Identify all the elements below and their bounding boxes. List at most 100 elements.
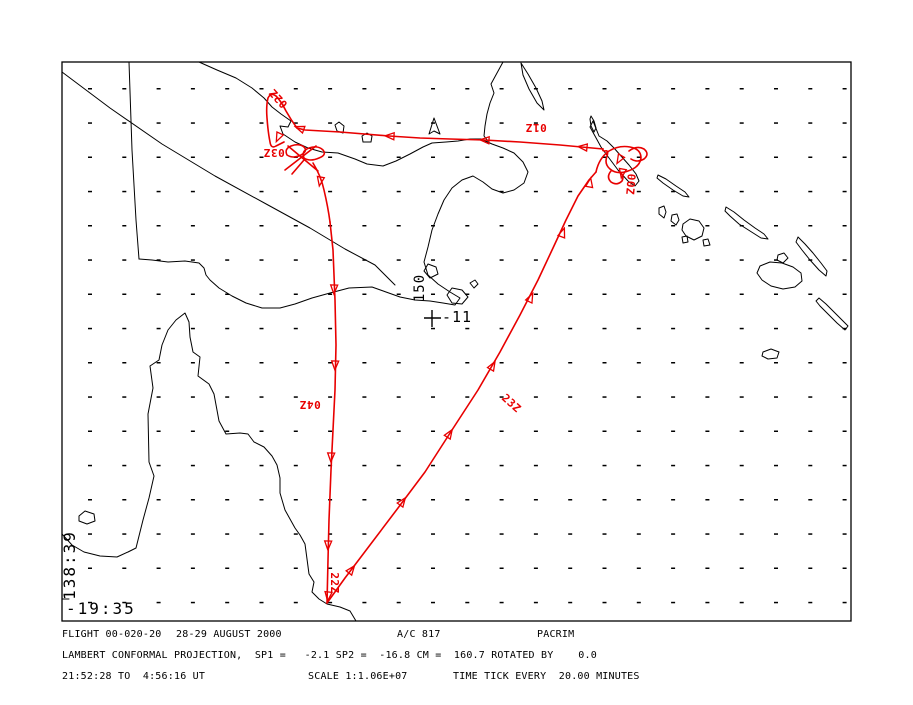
leg-outbound-northeast bbox=[326, 171, 597, 604]
graticule-dot bbox=[499, 430, 504, 432]
time-label: 22Z bbox=[328, 572, 341, 593]
graticule-dot bbox=[362, 499, 367, 501]
graticule-dot bbox=[499, 88, 504, 90]
graticule-dot bbox=[533, 327, 538, 330]
graticule-dot bbox=[774, 601, 778, 604]
graticule-dot bbox=[431, 88, 435, 90]
graticule-dot bbox=[739, 190, 744, 193]
graticule-dot bbox=[259, 259, 264, 261]
graticule-dot bbox=[259, 190, 264, 193]
graticule-dot bbox=[293, 499, 298, 501]
graticule-dot bbox=[88, 499, 92, 501]
graticule-dot bbox=[636, 362, 641, 364]
graticule-dot bbox=[705, 601, 710, 604]
time-label: 01Z bbox=[525, 121, 546, 134]
graticule-dot bbox=[808, 293, 813, 295]
graticule-dot bbox=[362, 293, 367, 295]
graticule-dot bbox=[328, 464, 333, 467]
graticule-dot bbox=[362, 327, 367, 330]
graticule-dot bbox=[190, 293, 195, 295]
graticule-dot bbox=[636, 464, 641, 467]
graticule-dot bbox=[774, 499, 778, 501]
graticule-dot bbox=[293, 259, 298, 261]
graticule-dot bbox=[156, 601, 161, 604]
graticule-dot bbox=[533, 362, 538, 364]
graticule-dot bbox=[808, 499, 813, 501]
graticule-dot bbox=[705, 396, 710, 398]
graticule-dot bbox=[842, 259, 847, 261]
graticule-dot bbox=[465, 293, 470, 295]
graticule-dot bbox=[533, 190, 538, 193]
edge-longitude-label: 138:39 bbox=[60, 530, 79, 600]
time-tick-arrow bbox=[486, 359, 496, 373]
time-label: 04Z bbox=[299, 398, 320, 411]
time-label: 03Z bbox=[263, 146, 284, 159]
graticule-dot bbox=[328, 327, 333, 330]
graticule-dot bbox=[774, 464, 778, 467]
graticule-dot bbox=[259, 122, 264, 124]
graticule-dot bbox=[156, 430, 161, 432]
graticule-dot bbox=[293, 362, 298, 364]
graticule-dot bbox=[636, 122, 641, 124]
graticule-dot bbox=[842, 327, 847, 330]
graticule-dot bbox=[293, 567, 298, 569]
graticule-dot bbox=[705, 533, 710, 535]
graticule-dot bbox=[636, 327, 641, 330]
graticule-dot bbox=[705, 156, 710, 158]
time-tick-arrow bbox=[383, 131, 395, 141]
graticule-dot bbox=[156, 327, 161, 330]
graticule-dot bbox=[568, 396, 573, 398]
graticule-dot bbox=[568, 122, 573, 124]
graticule-dot bbox=[705, 293, 710, 295]
graticule-dot bbox=[808, 122, 813, 124]
graticule-dot bbox=[431, 567, 435, 569]
graticule-dot bbox=[602, 259, 607, 261]
graticule-dot bbox=[293, 396, 298, 398]
graticule-dot bbox=[808, 464, 813, 467]
graticule-dot bbox=[328, 430, 333, 432]
time-tick-arrow bbox=[275, 130, 285, 144]
graticule-dot bbox=[739, 396, 744, 398]
graticule-dot bbox=[431, 122, 435, 124]
graticule-dot bbox=[499, 464, 504, 467]
graticule-dot bbox=[328, 567, 333, 569]
graticule-dot bbox=[362, 567, 367, 569]
graticule-dot bbox=[705, 567, 710, 569]
graticule-dot bbox=[739, 499, 744, 501]
graticule-dot bbox=[431, 327, 435, 330]
tail-island bbox=[446, 287, 469, 305]
time-tick-arrow bbox=[524, 291, 534, 305]
graticule-dot bbox=[88, 190, 92, 193]
graticule-dot bbox=[431, 533, 435, 535]
graticule-dot bbox=[774, 122, 778, 124]
graticule-dot bbox=[705, 327, 710, 330]
graticule-dot bbox=[808, 430, 813, 432]
graticule-dot bbox=[259, 499, 264, 501]
graticule-dot bbox=[293, 122, 298, 124]
graticule-dot bbox=[636, 88, 641, 90]
graticule-dot bbox=[362, 430, 367, 432]
left-loop-cross-3 bbox=[291, 159, 305, 175]
graticule-dot bbox=[602, 156, 607, 158]
graticule-dot bbox=[396, 156, 401, 158]
graticule-dot bbox=[328, 293, 333, 295]
graticule-dot bbox=[568, 156, 573, 158]
graticule-dot bbox=[808, 533, 813, 535]
graticule-dot bbox=[739, 122, 744, 124]
graticule-dot bbox=[636, 396, 641, 398]
graticule-dot bbox=[636, 499, 641, 501]
graticule-dot bbox=[636, 190, 641, 193]
graticule-dot bbox=[88, 430, 92, 432]
graticule-dot bbox=[362, 533, 367, 535]
australia-coast bbox=[61, 312, 357, 622]
graticule-dot bbox=[122, 156, 127, 158]
graticule-dot bbox=[88, 156, 92, 158]
graticule-dot bbox=[842, 464, 847, 467]
graticule-dot bbox=[842, 601, 847, 604]
graticule-dot bbox=[636, 225, 641, 227]
graticule-dot bbox=[362, 190, 367, 193]
graticule-dot bbox=[396, 533, 401, 535]
footer-line-2: LAMBERT CONFORMAL PROJECTION, SP1 = -2.1… bbox=[0, 650, 913, 664]
graticule-dot bbox=[362, 601, 367, 604]
graticule-dot bbox=[739, 533, 744, 535]
